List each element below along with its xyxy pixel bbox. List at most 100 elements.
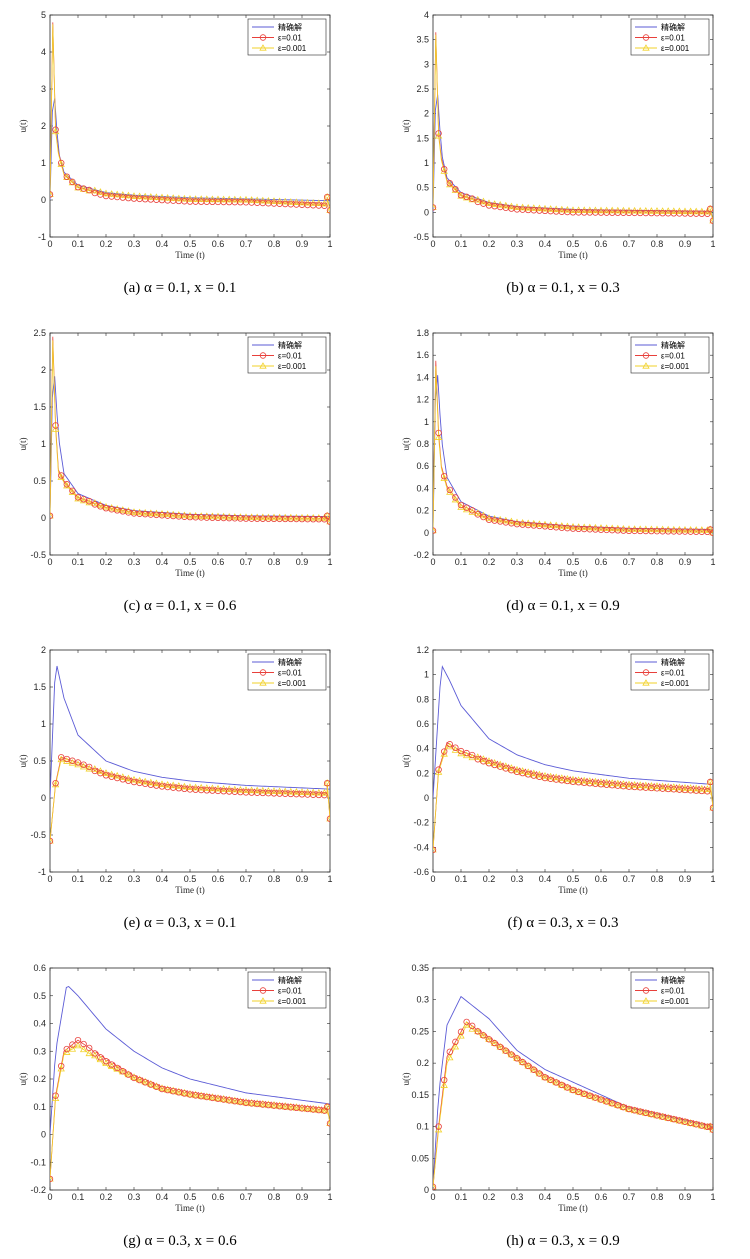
marker-eps0001	[292, 1103, 301, 1110]
marker-eps0001	[664, 1114, 672, 1121]
x-tick-label: 0.6	[212, 239, 225, 249]
marker-eps0001	[270, 513, 278, 521]
marker-eps001	[457, 747, 465, 755]
marker-eps0001	[479, 511, 488, 519]
marker-eps001	[704, 788, 711, 795]
x-tick-label: 0.9	[679, 557, 692, 567]
y-tick-label: 0.2	[416, 768, 429, 778]
marker-eps001	[463, 749, 470, 757]
marker-eps001	[469, 1022, 476, 1030]
marker-eps0001	[490, 1039, 499, 1046]
marker-eps001	[707, 778, 713, 786]
marker-eps001	[141, 1079, 149, 1086]
marker-eps001	[452, 744, 459, 751]
y-tick-label: 0.8	[416, 439, 429, 449]
marker-eps0001	[315, 514, 323, 521]
y-tick-label: 0.2	[416, 1058, 429, 1068]
marker-eps001	[326, 815, 330, 822]
x-tick-label: 0.3	[511, 557, 524, 567]
x-tick-label: 1	[710, 557, 715, 567]
marker-eps0001	[50, 190, 54, 198]
marker-eps0001	[79, 1045, 88, 1053]
marker-eps001	[58, 159, 65, 167]
legend-label: ε=0.001	[278, 362, 307, 371]
panel-f: 0 0.1 0.2 0.3 0.4 0.5 0.6 0.7 0.8 0.9 1 -0.6 -0.4 -0.…	[401, 645, 716, 931]
y-tick-label: 3	[41, 84, 46, 94]
marker-eps0001	[79, 496, 88, 504]
legend-label: 精确解	[661, 657, 685, 667]
y-tick-label: 0.25	[411, 1026, 429, 1036]
x-tick-label: 0.8	[651, 557, 664, 567]
y-tick-label: -0.2	[413, 818, 429, 828]
x-tick-label: 0.1	[72, 239, 85, 249]
x-axis-label: Time (t)	[175, 885, 204, 895]
marker-eps001	[91, 501, 98, 508]
marker-eps001	[446, 180, 453, 187]
legend-label: ε=0.001	[278, 44, 307, 53]
marker-eps0001	[50, 1174, 54, 1182]
marker-eps0001	[219, 195, 228, 203]
marker-eps0001	[169, 510, 177, 518]
marker-eps0001	[580, 1089, 588, 1097]
marker-eps0001	[630, 1106, 639, 1114]
y-tick-label: 0	[424, 793, 429, 803]
marker-eps0001	[50, 511, 54, 519]
marker-eps0001	[180, 1088, 189, 1096]
y-axis-label: u(t)	[18, 120, 28, 133]
x-tick-label: 1	[327, 874, 332, 884]
marker-eps0001	[625, 1105, 633, 1112]
y-tick-label: 0	[424, 207, 429, 217]
marker-eps001	[480, 1032, 487, 1039]
x-axis-label: Time (t)	[175, 1203, 204, 1213]
y-tick-label: 0	[41, 793, 46, 803]
y-tick-label: 0.4	[33, 1019, 46, 1029]
marker-eps001	[491, 1039, 498, 1047]
y-tick-label: 1	[424, 670, 429, 680]
marker-eps0001	[130, 192, 138, 199]
marker-eps0001	[203, 195, 211, 203]
marker-eps0001	[85, 498, 93, 506]
marker-eps0001	[253, 1099, 261, 1107]
legend-marker-triangle	[259, 997, 267, 1004]
series-exact-line	[433, 665, 713, 799]
y-tick-label: -0.5	[30, 830, 46, 840]
marker-eps0001	[180, 194, 189, 202]
marker-eps0001	[446, 488, 454, 495]
marker-eps0001	[479, 1031, 488, 1039]
marker-eps0001	[169, 194, 177, 201]
marker-eps0001	[63, 1048, 71, 1055]
marker-eps001	[74, 494, 82, 501]
marker-eps001	[69, 1041, 76, 1048]
marker-eps0001	[163, 1085, 172, 1093]
marker-eps0001	[602, 1097, 611, 1105]
x-tick-label: 0.4	[156, 239, 169, 249]
marker-eps0001	[446, 1053, 454, 1061]
y-tick-label: 2.5	[33, 328, 46, 338]
legend-label: 精确解	[661, 975, 685, 985]
marker-eps0001	[614, 1101, 622, 1108]
marker-eps0001	[191, 195, 200, 202]
panel-caption: (d) α = 0.1, x = 0.9	[506, 598, 620, 614]
marker-eps001	[497, 763, 504, 770]
marker-eps0001	[135, 192, 144, 200]
x-tick-label: 0.1	[72, 874, 85, 884]
x-axis-label: Time (t)	[558, 250, 587, 260]
marker-eps0001	[619, 1103, 628, 1110]
x-tick-label: 0	[47, 1192, 52, 1202]
marker-eps001	[85, 186, 93, 194]
marker-eps001	[497, 1043, 504, 1051]
marker-eps0001	[264, 1100, 273, 1108]
marker-eps0001	[68, 488, 77, 495]
x-tick-label: 0.6	[595, 557, 608, 567]
x-tick-label: 0.3	[511, 1192, 524, 1202]
x-axis-label: Time (t)	[175, 250, 204, 260]
marker-eps0001	[113, 1064, 121, 1072]
marker-eps001	[709, 217, 713, 224]
marker-eps001	[592, 1094, 599, 1101]
x-axis-label: Time (t)	[558, 1203, 587, 1213]
x-tick-label: 0.8	[651, 874, 664, 884]
x-tick-label: 0.9	[296, 239, 309, 249]
y-tick-label: 2	[41, 121, 46, 131]
marker-eps001	[433, 1183, 437, 1190]
marker-eps0001	[451, 1042, 460, 1050]
